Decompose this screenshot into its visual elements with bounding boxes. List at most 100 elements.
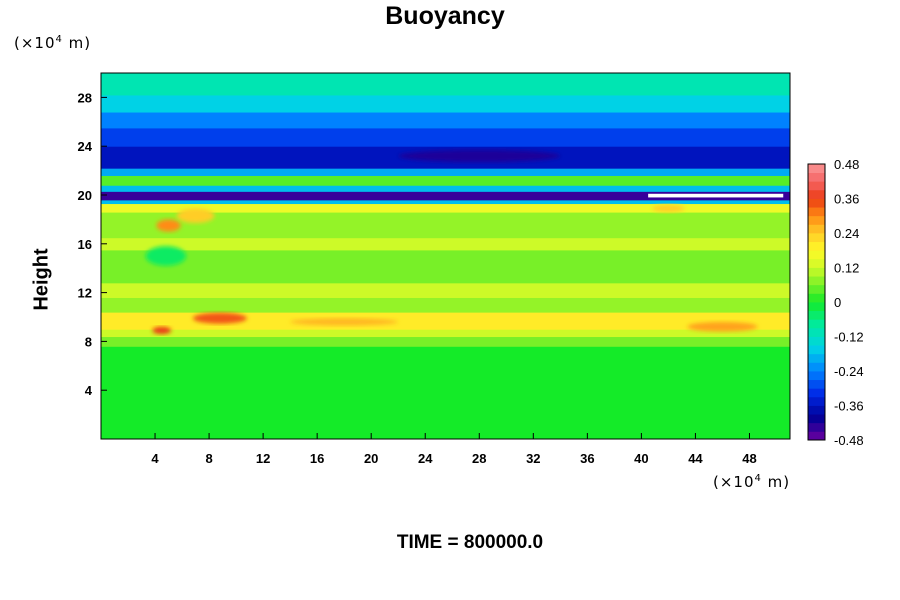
colorbar-segment bbox=[808, 327, 825, 337]
colorbar-segment bbox=[808, 293, 825, 303]
colorbar-frame bbox=[807, 163, 826, 441]
heatmap-feature bbox=[687, 321, 758, 332]
colorbar-segment bbox=[808, 276, 825, 286]
colorbar-segment bbox=[808, 215, 825, 225]
x-tick-label: 32 bbox=[526, 451, 540, 466]
x-tick-label: 12 bbox=[256, 451, 270, 466]
heatmap-band bbox=[101, 297, 790, 313]
colorbar-segment bbox=[808, 388, 825, 398]
heatmap-band bbox=[101, 346, 790, 439]
colorbar-segment bbox=[808, 189, 825, 199]
heatmap-feature bbox=[152, 326, 172, 335]
y-tick-label: 20 bbox=[78, 188, 92, 203]
heatmap-band bbox=[101, 212, 790, 239]
heatmap-feature bbox=[652, 204, 685, 213]
chart-title: Buoyancy bbox=[385, 2, 505, 30]
colorbar-segment bbox=[808, 198, 825, 208]
colorbar: 0.48 0.36 0.24 0.12 0 -0.12 -0.24 -0.36 -0.48 bbox=[807, 157, 864, 448]
y-tick-label: 4 bbox=[85, 383, 93, 398]
colorbar-label: -0.36 bbox=[834, 399, 864, 414]
heatmap-band bbox=[101, 312, 790, 330]
x-tick-label: 36 bbox=[580, 451, 594, 466]
colorbar-label: 0.48 bbox=[834, 157, 859, 172]
heatmap-feature bbox=[176, 208, 215, 224]
colorbar-segment bbox=[808, 267, 825, 277]
heatmap-feature bbox=[156, 219, 181, 232]
heatmap-feature bbox=[192, 312, 247, 324]
heatmap-features bbox=[145, 149, 784, 335]
y-tick-label: 16 bbox=[78, 237, 92, 252]
colorbar-segment bbox=[808, 336, 825, 346]
x-tick-label: 4 bbox=[151, 451, 159, 466]
x-tick-label: 20 bbox=[364, 451, 378, 466]
heatmap-band bbox=[101, 203, 790, 213]
x-tick-label: 44 bbox=[688, 451, 703, 466]
colorbar-segment bbox=[808, 224, 825, 234]
colorbar-segment bbox=[808, 164, 825, 174]
colorbar-label: 0 bbox=[834, 295, 841, 310]
x-axis: 4 8 12 16 20 24 28 32 36 40 44 48 bbox=[151, 433, 757, 466]
colorbar-label: -0.12 bbox=[834, 330, 864, 345]
x-tick-label: 28 bbox=[472, 451, 486, 466]
heatmap-band bbox=[101, 112, 790, 129]
colorbar-segment bbox=[808, 207, 825, 217]
x-tick-label: 8 bbox=[205, 451, 212, 466]
heatmap-band bbox=[101, 249, 790, 284]
heatmap-band bbox=[101, 185, 790, 192]
y-tick-label: 24 bbox=[78, 139, 93, 154]
colorbar-segment bbox=[808, 422, 825, 432]
heatmap-band bbox=[101, 127, 790, 147]
x-axis-unit: (×104 m) bbox=[713, 473, 791, 491]
y-axis-unit: (×104 m) bbox=[14, 34, 92, 52]
colorbar-segment bbox=[808, 302, 825, 312]
time-label: TIME = 800000.0 bbox=[396, 532, 544, 553]
heatmap-band bbox=[101, 168, 790, 176]
heatmap-band bbox=[101, 336, 790, 347]
colorbar-label: 0.24 bbox=[834, 226, 859, 241]
heatmap-band bbox=[101, 329, 790, 338]
y-tick-label: 8 bbox=[85, 334, 92, 349]
y-axis: 4 8 12 16 20 24 28 bbox=[78, 90, 107, 398]
heatmap-feature bbox=[290, 318, 399, 326]
colorbar-segment bbox=[808, 345, 825, 355]
heatmap-band bbox=[101, 237, 790, 251]
colorbar-segment bbox=[808, 250, 825, 260]
heatmap-band bbox=[101, 73, 790, 96]
heatmap-field bbox=[101, 73, 790, 439]
colorbar-segment bbox=[808, 310, 825, 320]
colorbar-segment bbox=[808, 172, 825, 182]
undefined-region bbox=[648, 193, 784, 198]
y-tick-label: 28 bbox=[78, 90, 92, 105]
x-tick-label: 40 bbox=[634, 451, 648, 466]
x-tick-label: 16 bbox=[310, 451, 324, 466]
x-tick-label: 24 bbox=[418, 451, 433, 466]
colorbar-segment bbox=[808, 353, 825, 363]
colorbar-segment bbox=[808, 258, 825, 268]
colorbar-segment bbox=[808, 431, 825, 441]
heatmap-band bbox=[101, 191, 790, 201]
y-tick-label: 12 bbox=[78, 286, 92, 301]
colorbar-label: -0.24 bbox=[834, 364, 864, 379]
x-tick-label: 48 bbox=[742, 451, 756, 466]
heatmap-band bbox=[101, 175, 790, 186]
colorbar-segment bbox=[808, 241, 825, 251]
plot-frame bbox=[100, 72, 791, 440]
colorbar-segment bbox=[808, 233, 825, 243]
colorbar-segment bbox=[808, 284, 825, 294]
heatmap-band bbox=[101, 282, 790, 298]
colorbar-segment bbox=[808, 362, 825, 372]
colorbar-segment bbox=[808, 371, 825, 381]
colorbar-segment bbox=[808, 414, 825, 424]
heatmap-feature bbox=[145, 246, 187, 266]
colorbar-label: 0.36 bbox=[834, 192, 859, 207]
colorbar-segment bbox=[808, 181, 825, 191]
heatmap-band bbox=[101, 94, 790, 113]
colorbar-label: -0.48 bbox=[834, 433, 864, 448]
colorbar-label: 0.12 bbox=[834, 261, 859, 276]
colorbar-segment bbox=[808, 379, 825, 389]
heatmap-feature bbox=[398, 149, 561, 163]
heatmap-band bbox=[101, 199, 790, 205]
colorbar-segment bbox=[808, 405, 825, 415]
colorbar-segment bbox=[808, 396, 825, 406]
